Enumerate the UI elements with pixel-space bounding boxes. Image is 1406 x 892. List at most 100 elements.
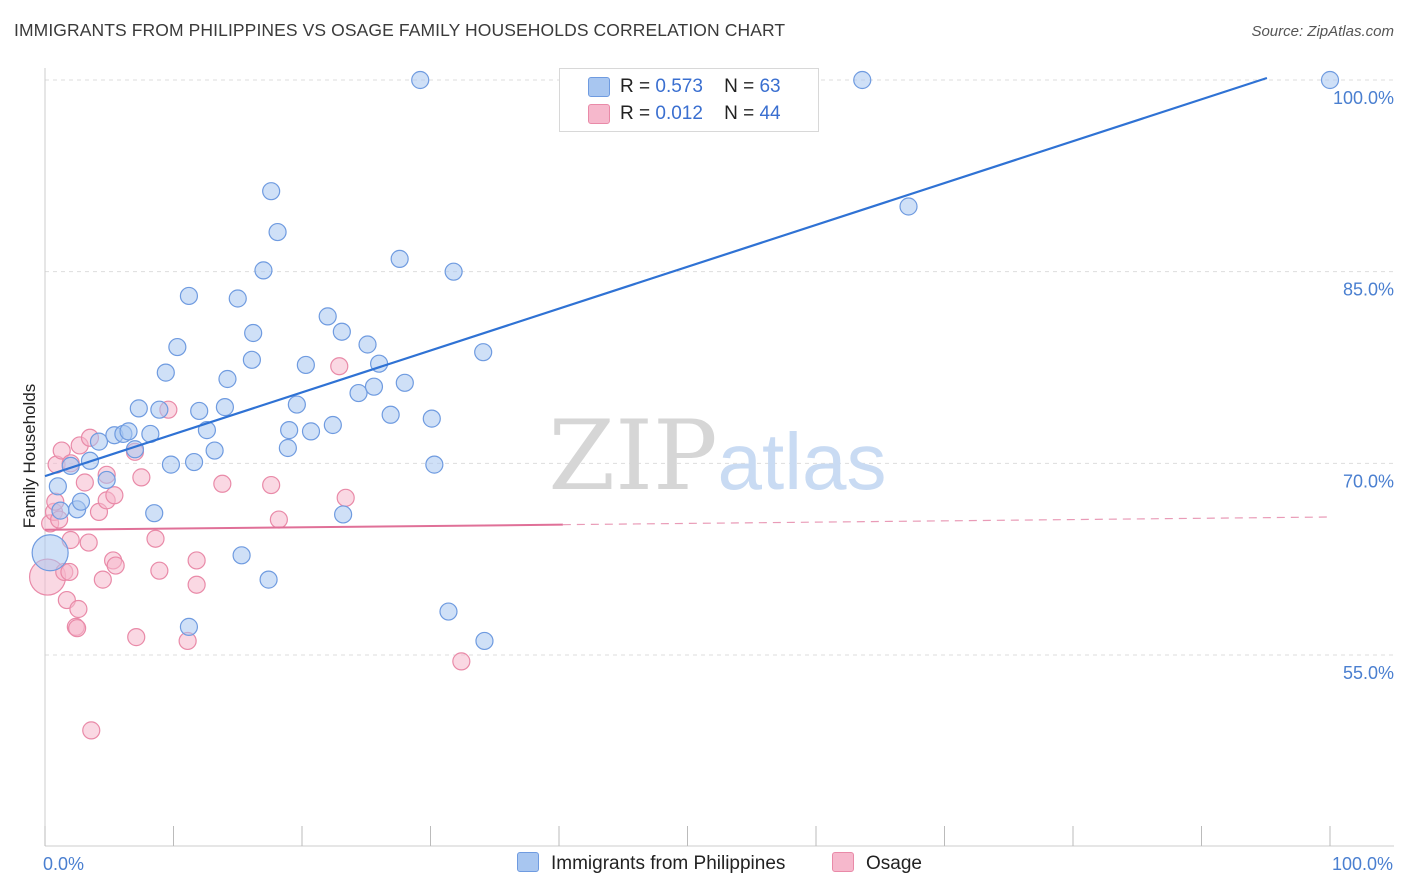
osage-point [213,474,232,493]
philippines-point [444,262,463,281]
bottom-legend-swatch-pink [832,852,854,872]
philippines-point [474,343,493,362]
legend-n-label: N = [724,103,755,124]
philippines-point [364,377,384,396]
philippines-point [179,286,199,306]
philippines-point [244,323,263,343]
osage-point [52,441,71,460]
philippines-point [218,369,237,389]
philippines-point [439,602,458,621]
philippines-point [358,335,377,354]
legend-n-value: 63 [759,76,781,97]
philippines-point [205,441,224,460]
watermark: ZIP atlas [548,400,886,512]
philippines-point [381,405,400,424]
osage-point [75,473,94,492]
philippines-point [332,322,351,341]
chart-title: IMMIGRANTS FROM PHILIPPINES VS OSAGE FAM… [14,20,786,40]
y-axis-title: Family Households [20,384,39,529]
chart-source: Source: ZipAtlas.com [1251,23,1394,40]
x-tick-label: 0.0% [43,854,84,874]
philippines-point [254,261,273,280]
osage-points [28,357,471,740]
osage-point [336,488,355,507]
stats-legend: R = 0.573 N = 63 R = 0.012 N = 44 [559,68,819,132]
bottom-legend-label: Osage [866,853,922,874]
watermark-zip: ZIP [548,400,717,512]
watermark-atlas: atlas [718,417,887,506]
osage-point [79,533,98,552]
philippines-point [296,355,315,375]
osage-point [93,570,112,589]
osage-point [330,357,349,376]
philippines-point [228,289,247,308]
legend-n-value: 44 [759,103,781,124]
philippines-point [268,222,287,242]
osage-point [262,475,281,495]
philippines-point [161,455,181,474]
philippines-point [150,400,169,419]
axis-labels: 55.0% 70.0% 85.0% 100.0% 0.0% 100.0% Family Ho… [20,88,1394,874]
y-tick-label: 55.0% [1343,663,1394,683]
philippines-point [262,182,281,201]
osage-point [106,556,125,575]
osage-point [60,562,79,582]
philippines-point [259,570,278,589]
philippines-point [232,546,251,565]
philippines-point [156,363,175,382]
osage-trend-line [44,523,563,531]
osage-point [452,652,471,671]
osage-point [146,529,165,548]
osage-point [68,619,87,638]
philippines-point [71,492,91,511]
philippines-point [349,383,368,403]
philippines-point [280,421,299,440]
philippines-trend-line [44,76,1268,478]
philippines-point [1320,70,1340,90]
bottom-legend-label: Immigrants from Philippines [551,853,786,874]
philippines-point [853,70,872,90]
osage-point [105,486,124,505]
osage-point [150,561,169,580]
philippines-point [318,307,337,326]
philippines-point [899,197,918,216]
osage-point [69,599,88,619]
osage-point [269,510,288,529]
philippines-point [179,617,199,636]
axes [44,68,1394,847]
philippines-point [287,395,306,414]
osage-trend-line-dashed [562,516,1331,526]
philippines-point [97,470,116,490]
osage-point [82,721,101,740]
philippines-point [278,438,297,458]
philippines-point [395,373,414,392]
philippines-points [31,70,1340,651]
philippines-point [145,504,164,523]
philippines-point [242,350,261,369]
bottom-legend-philippines: Immigrants from Philippines [517,852,785,875]
philippines-point [129,399,148,418]
legend-n-label: N = [724,76,755,97]
philippines-point [184,452,204,472]
osage-point [127,628,146,647]
x-tick-label: 100.0% [1332,854,1393,874]
philippines-point [411,70,430,90]
philippines-point [475,631,494,651]
osage-point [132,468,151,487]
philippines-point [390,249,409,268]
legend-r-value: 0.012 [655,103,703,124]
osage-point [187,575,206,594]
philippines-point [425,455,444,474]
philippines-point [168,337,187,357]
philippines-point [422,409,441,428]
y-tick-label: 85.0% [1343,280,1394,300]
philippines-point [215,398,234,417]
bottom-legend-osage: Osage [832,852,922,875]
legend-swatch-pink [588,104,610,124]
osage-point [187,551,206,570]
philippines-point [48,477,67,496]
philippines-point [323,415,342,435]
legend-r-label: R = [620,76,651,97]
trend-lines [44,76,1331,531]
